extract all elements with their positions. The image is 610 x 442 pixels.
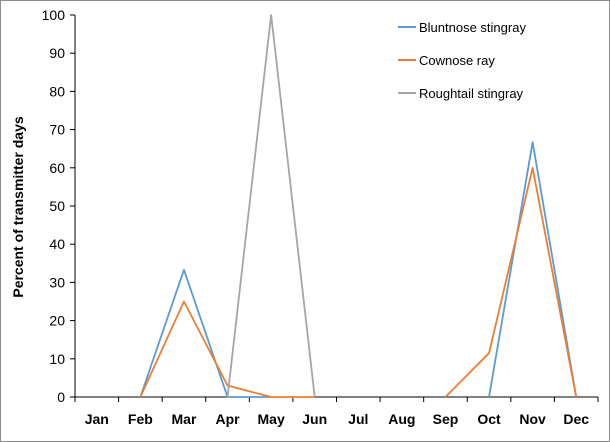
- legend-label: Bluntnose stingray: [419, 20, 526, 35]
- y-tick-label: 80: [49, 83, 65, 99]
- x-tick-label: Nov: [519, 411, 546, 427]
- y-tick-label: 60: [49, 160, 65, 176]
- y-tick-label: 30: [49, 274, 65, 290]
- series-line: [444, 166, 578, 398]
- x-tick-label: May: [258, 411, 285, 427]
- series-line: [139, 268, 272, 398]
- y-tick-label: 100: [42, 7, 66, 23]
- x-tick-label: Feb: [128, 411, 153, 427]
- series-line: [226, 14, 316, 398]
- x-tick-label: Jun: [302, 411, 327, 427]
- series-line: [488, 141, 578, 398]
- x-tick-label: Sep: [433, 411, 459, 427]
- y-tick-label: 50: [49, 198, 65, 214]
- x-tick-label: Apr: [215, 411, 240, 427]
- legend-label: Cownose ray: [419, 53, 495, 68]
- y-tick-label: 40: [49, 236, 65, 252]
- x-tick-label: Mar: [172, 411, 197, 427]
- y-axis-label: Percent of transmitter days: [10, 116, 26, 297]
- axes: [74, 15, 598, 398]
- y-ticks: 0 10 20 30 40 50 60 70 80 90 100: [42, 7, 75, 405]
- x-tick-label: Aug: [388, 411, 415, 427]
- series-bluntnose-stingray: [139, 141, 578, 398]
- x-tick-label: Dec: [563, 411, 589, 427]
- y-tick-label: 0: [57, 389, 65, 405]
- legend: Bluntnose stingray Cownose ray Roughtail s…: [398, 20, 526, 101]
- x-tick-label: Jan: [85, 411, 109, 427]
- y-tick-label: 70: [49, 122, 65, 138]
- y-tick-label: 20: [49, 313, 65, 329]
- x-tick-label: Oct: [477, 411, 501, 427]
- x-ticks: Jan Feb Mar Apr May Jun Jul Aug Sep Oct Nov Dec: [74, 397, 599, 427]
- legend-label: Roughtail stingray: [419, 86, 524, 101]
- y-tick-label: 10: [49, 351, 65, 367]
- y-tick-label: 90: [49, 45, 65, 61]
- series-line: [139, 300, 315, 398]
- series-lines: [139, 14, 578, 398]
- x-tick-label: Jul: [348, 411, 368, 427]
- series-roughtail-stingray: [226, 14, 316, 398]
- series-cownose-ray: [139, 166, 578, 398]
